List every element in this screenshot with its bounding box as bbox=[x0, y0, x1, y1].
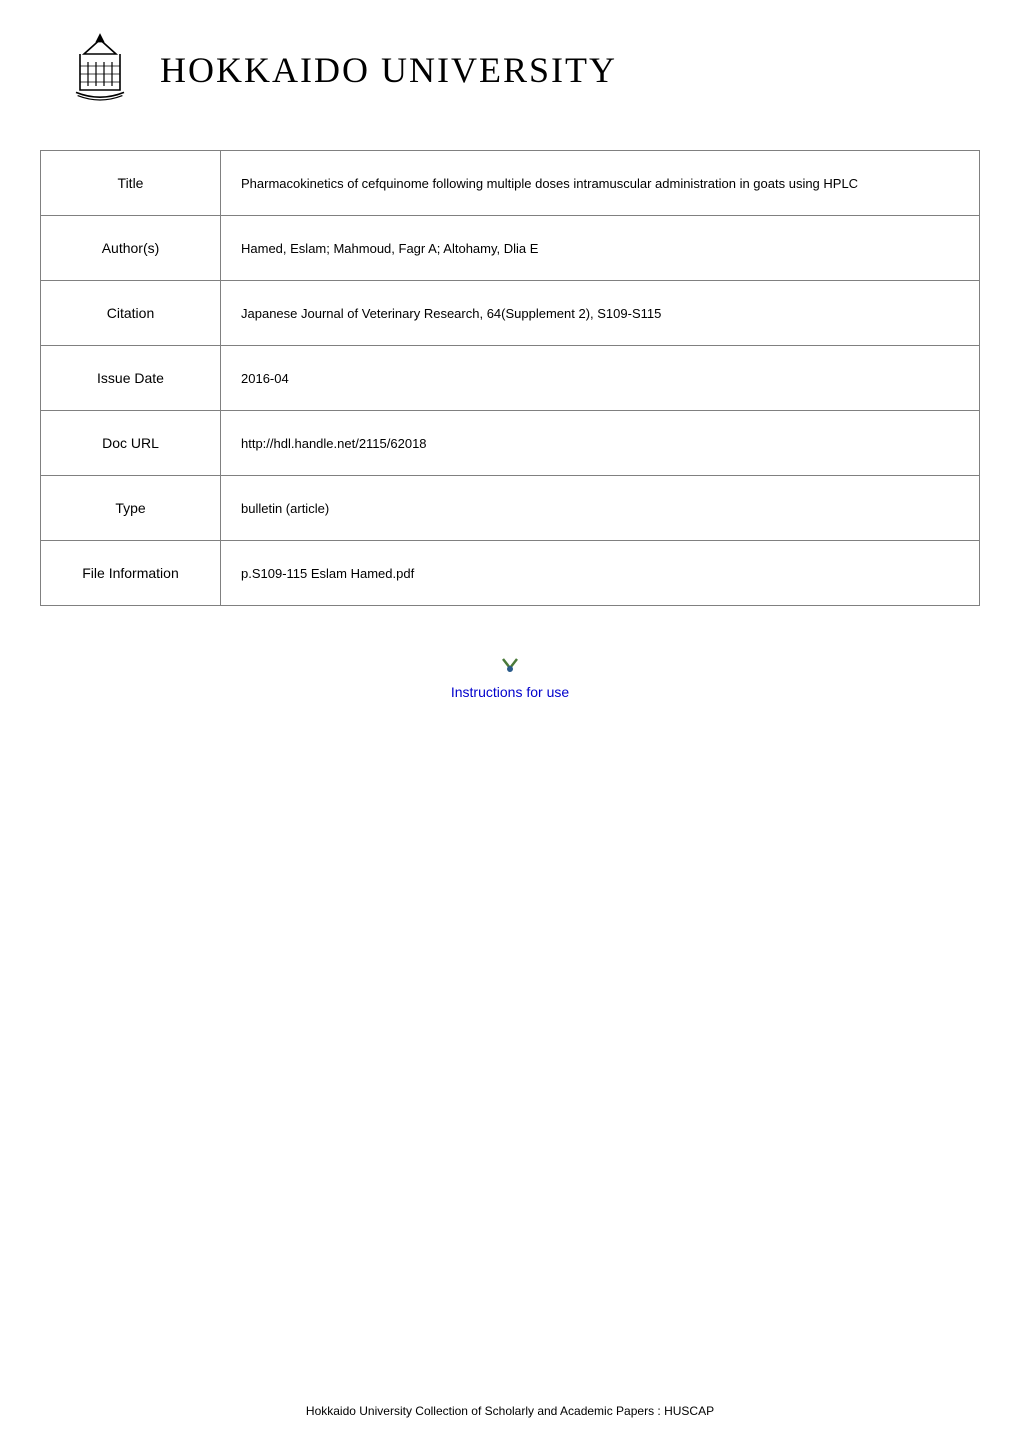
table-row: TitlePharmacokinetics of cefquinome foll… bbox=[41, 151, 980, 216]
instructions-link[interactable]: Instructions for use bbox=[451, 684, 569, 700]
university-name: HOKKAIDO UNIVERSITY bbox=[160, 49, 617, 91]
metadata-label: Title bbox=[41, 151, 221, 216]
table-row: Author(s)Hamed, Eslam; Mahmoud, Fagr A; … bbox=[41, 216, 980, 281]
metadata-label: File Information bbox=[41, 541, 221, 606]
metadata-value: p.S109-115 Eslam Hamed.pdf bbox=[221, 541, 980, 606]
metadata-label: Doc URL bbox=[41, 411, 221, 476]
table-row: Doc URLhttp://hdl.handle.net/2115/62018 bbox=[41, 411, 980, 476]
table-row: Issue Date2016-04 bbox=[41, 346, 980, 411]
metadata-value: Hamed, Eslam; Mahmoud, Fagr A; Altohamy,… bbox=[221, 216, 980, 281]
table-row: File Informationp.S109-115 Eslam Hamed.p… bbox=[41, 541, 980, 606]
metadata-value: Pharmacokinetics of cefquinome following… bbox=[221, 151, 980, 216]
metadata-value: Japanese Journal of Veterinary Research,… bbox=[221, 281, 980, 346]
instructions-section: Instructions for use bbox=[0, 656, 1020, 702]
metadata-label: Issue Date bbox=[41, 346, 221, 411]
table-row: Typebulletin (article) bbox=[41, 476, 980, 541]
metadata-value: bulletin (article) bbox=[221, 476, 980, 541]
arrow-down-icon bbox=[500, 656, 520, 679]
metadata-value: 2016-04 bbox=[221, 346, 980, 411]
metadata-label: Citation bbox=[41, 281, 221, 346]
metadata-table: TitlePharmacokinetics of cefquinome foll… bbox=[40, 150, 980, 606]
table-row: CitationJapanese Journal of Veterinary R… bbox=[41, 281, 980, 346]
footer-text: Hokkaido University Collection of Schola… bbox=[0, 1404, 1020, 1418]
university-logo-icon bbox=[60, 30, 140, 110]
metadata-value: http://hdl.handle.net/2115/62018 bbox=[221, 411, 980, 476]
metadata-label: Type bbox=[41, 476, 221, 541]
metadata-label: Author(s) bbox=[41, 216, 221, 281]
header: HOKKAIDO UNIVERSITY bbox=[0, 0, 1020, 135]
